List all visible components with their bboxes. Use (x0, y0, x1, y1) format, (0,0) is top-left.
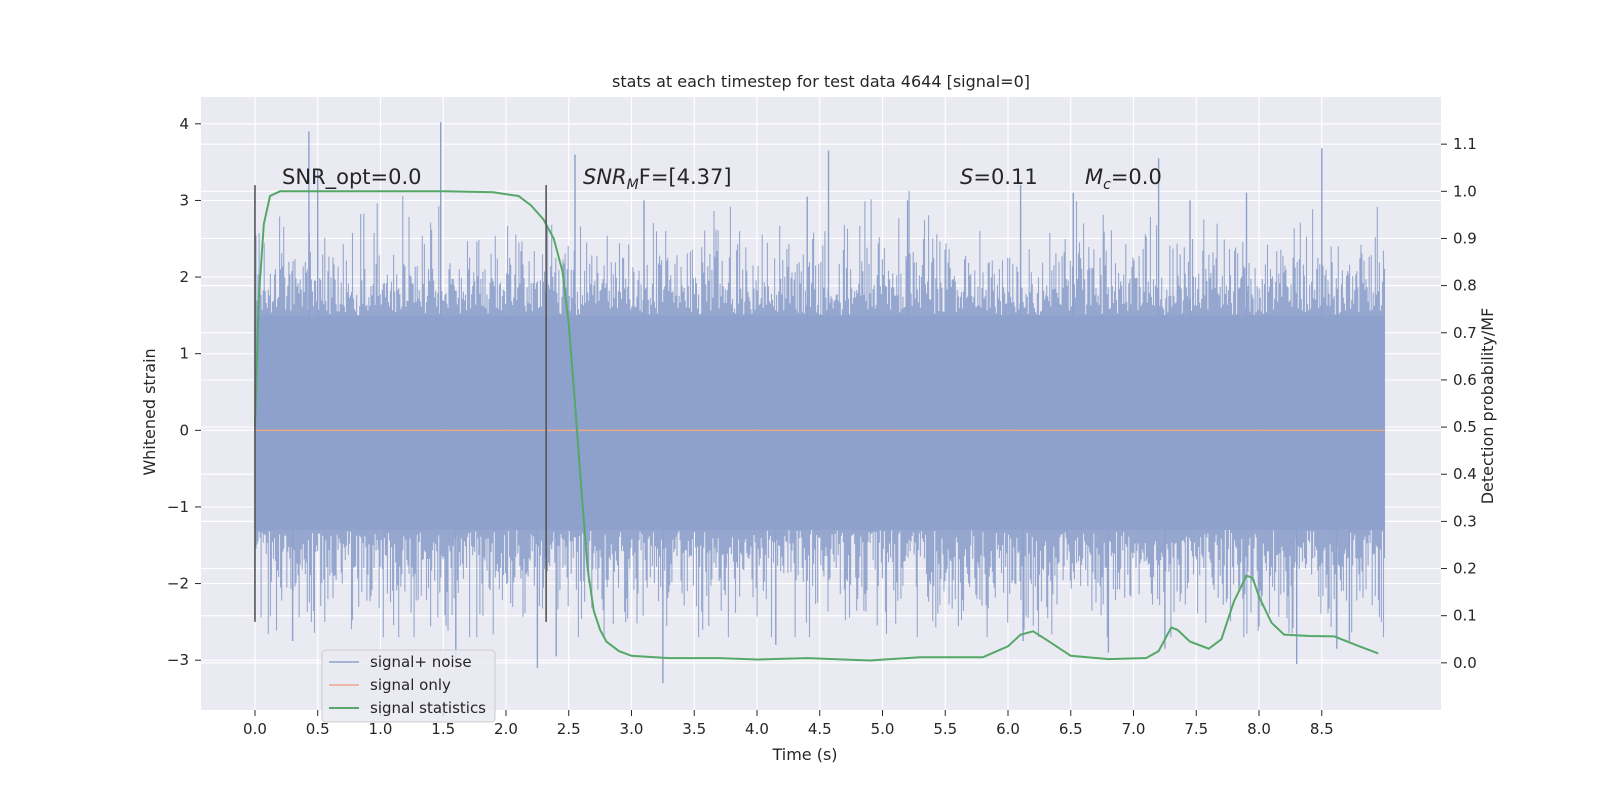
x-tick-label: 2.5 (557, 720, 581, 738)
legend-box (321, 649, 496, 723)
annotation-mc-rest: =0.0 (1111, 165, 1162, 189)
y-tick-label: −2 (167, 575, 189, 593)
x-tick-label: 1.0 (369, 720, 393, 738)
annotation-mc: Mc=0.0 (1085, 165, 1162, 193)
y2-tick-label: 1.1 (1453, 135, 1477, 153)
x-tick-label: 4.5 (808, 720, 832, 738)
x-tick-label: 5.0 (871, 720, 895, 738)
annotation-s: S=0.11 (960, 165, 1038, 189)
annotation-snr-mf: SNRMF=[4.37] (583, 165, 732, 193)
signal-statistics-line (254, 190, 1379, 662)
chart-title: stats at each timestep for test data 464… (612, 72, 1030, 91)
annotation-mc-base: M (1085, 165, 1103, 189)
annotation-snr-mf-sub: M (627, 177, 639, 193)
y-tick-label: 0 (179, 421, 189, 439)
x-tick-label: 0.0 (243, 720, 267, 738)
x-tick-label: 2.0 (494, 720, 518, 738)
y2-tick-label: 0.2 (1453, 560, 1477, 578)
y-tick-label: 2 (179, 268, 189, 286)
y2-axis-label: Detection probability/MF (1478, 308, 1497, 505)
legend-label-noise: signal+ noise (370, 653, 472, 671)
y2-tick-label: 0.6 (1453, 371, 1477, 389)
x-tick-label: 0.5 (306, 720, 330, 738)
y2-tick-label: 0.7 (1453, 324, 1477, 342)
annotation-s-base: S (960, 165, 973, 189)
x-axis-label: Time (s) (771, 745, 837, 764)
legend: signal+ noise signal only signal statist… (321, 649, 496, 723)
x-tick-label: 4.0 (745, 720, 769, 738)
y2-tick-label: 0.0 (1453, 654, 1477, 672)
noise-spikes (291, 122, 1351, 684)
legend-label-statistics: signal statistics (370, 699, 486, 717)
y-tick-label: 3 (179, 191, 189, 209)
y2-tick-label: 1.0 (1453, 182, 1477, 200)
y-tick-label: −1 (167, 498, 189, 516)
annotation-snr-mf-base: SNR (583, 165, 627, 189)
annotation-s-rest: =0.11 (973, 165, 1037, 189)
x-tick-label: 3.5 (682, 720, 706, 738)
x-tick-label: 7.0 (1122, 720, 1146, 738)
y-tick-label: −3 (167, 651, 189, 669)
y2-tick-label: 0.5 (1453, 418, 1477, 436)
annotation-snr-mf-rest: F=[4.37] (639, 165, 732, 189)
x-tick-label: 8.0 (1247, 720, 1271, 738)
x-tick-label: 1.5 (431, 720, 455, 738)
x-tick-label: 6.5 (1059, 720, 1083, 738)
x-tick-label: 5.5 (933, 720, 957, 738)
x-tick-label: 6.0 (996, 720, 1020, 738)
y2-tick-label: 0.8 (1453, 277, 1477, 295)
y-axis-label: Whitened strain (140, 348, 159, 475)
x-tick-label: 7.5 (1184, 720, 1208, 738)
y2-tick-label: 0.1 (1453, 607, 1477, 625)
y2-tick-label: 0.9 (1453, 229, 1477, 247)
legend-label-signal-only: signal only (370, 676, 451, 694)
y2-tick-label: 0.4 (1453, 465, 1477, 483)
annotation-mc-sub: c (1103, 177, 1111, 193)
annotation-snr-opt: SNR_opt=0.0 (282, 165, 422, 190)
y-tick-label: 4 (179, 115, 189, 133)
x-tick-label: 3.0 (620, 720, 644, 738)
x-tick-label: 8.5 (1310, 720, 1334, 738)
y-tick-label: 1 (179, 345, 189, 363)
y2-tick-label: 0.3 (1453, 512, 1477, 530)
